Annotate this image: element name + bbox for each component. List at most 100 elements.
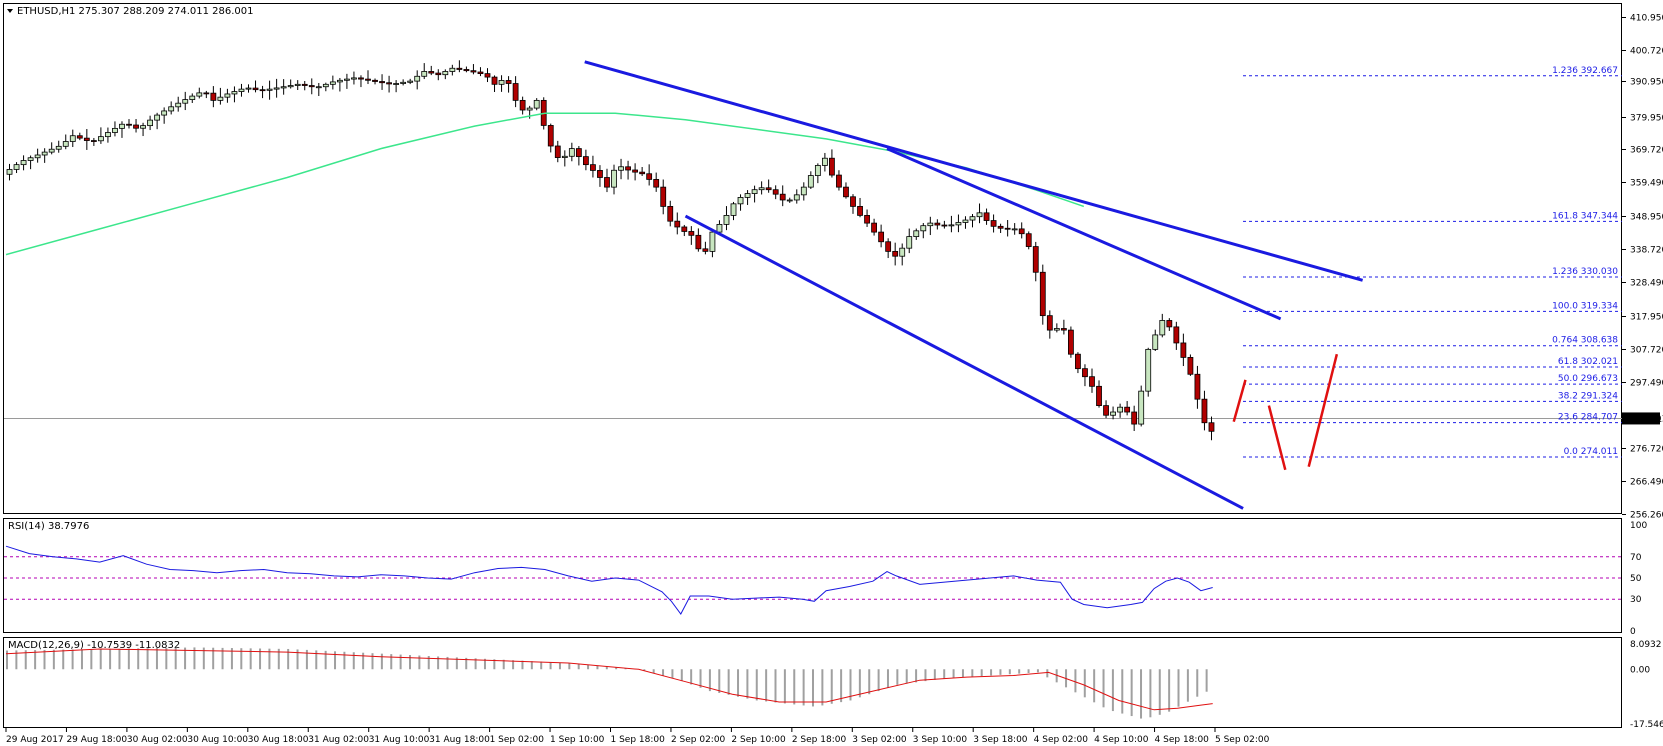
candle <box>13 162 20 174</box>
candle <box>786 197 793 203</box>
candle <box>210 86 217 108</box>
candle <box>843 182 849 199</box>
candle-body-bull <box>568 148 575 157</box>
candle-body-bull <box>913 230 920 238</box>
candle <box>259 85 266 99</box>
candle <box>674 212 681 235</box>
candle <box>934 219 941 230</box>
candle-body-bull <box>899 247 906 257</box>
price-tick-label: 410.950 <box>1630 14 1663 24</box>
candle-body-bear <box>1131 411 1138 425</box>
macd-histogram <box>6 647 1208 719</box>
candle-body-bull <box>97 136 104 142</box>
candle-body-bear <box>779 193 786 201</box>
candle <box>196 87 203 99</box>
candle <box>772 185 779 200</box>
candle <box>182 91 189 111</box>
candle <box>217 87 224 105</box>
macd-tick-label: -17.5466 <box>1630 720 1663 730</box>
candle-body-bear <box>372 79 378 82</box>
candle <box>561 150 568 167</box>
candle-body-bull <box>294 83 301 86</box>
candle-body-bear <box>470 70 477 73</box>
candle <box>1173 321 1180 350</box>
candle <box>709 228 716 258</box>
candle-body-bull <box>814 165 821 176</box>
candle-body-bear <box>428 71 435 74</box>
candle-body-bull <box>400 81 407 84</box>
candle-body-bull <box>140 125 146 129</box>
candle-body-bull <box>34 154 41 159</box>
candle <box>1152 329 1159 352</box>
fib-level: 23.6 284.707 <box>1243 413 1622 424</box>
candle <box>625 160 631 180</box>
candle-body-bull <box>421 71 428 77</box>
candle-body-bull <box>266 88 273 91</box>
candle <box>604 168 610 193</box>
candle-body-bear <box>983 212 990 221</box>
candle <box>400 79 407 86</box>
candle <box>119 121 125 138</box>
fib-level-label: 38.2 291.324 <box>1558 391 1618 401</box>
fib-level: 50.0 296.673 <box>1243 374 1622 385</box>
candle <box>1166 318 1173 331</box>
candle <box>744 190 751 205</box>
candle <box>6 163 13 181</box>
candle-body-bull <box>955 222 962 226</box>
candle-body-bull <box>611 169 617 188</box>
price-pane: 1.236 392.667 161.8 347.344 1.236 330.030 1… <box>4 60 1622 510</box>
candle-body-bear <box>660 186 667 207</box>
candle-body-bull <box>1110 411 1116 416</box>
candle-body-bull <box>154 114 161 121</box>
candle-body-bear <box>850 196 856 207</box>
candle <box>90 137 97 146</box>
candle-body-bear <box>477 71 484 75</box>
rsi-pane-frame <box>3 518 1622 633</box>
candle-body-bear <box>76 135 83 139</box>
candle <box>941 220 948 229</box>
candle-body-bear <box>491 76 498 85</box>
price-tick-label: 328.490 <box>1630 279 1663 289</box>
candle-body-bear <box>590 164 596 171</box>
candle <box>948 215 955 233</box>
price-tick-label: 348.950 <box>1630 213 1663 223</box>
candle <box>519 96 526 115</box>
candle <box>618 158 624 180</box>
candle <box>336 77 343 92</box>
candle <box>646 164 653 186</box>
price-tick-label: 307.720 <box>1630 346 1663 356</box>
candle <box>554 140 561 163</box>
candle-body-bear <box>1194 373 1201 400</box>
candle-body-bull <box>1159 320 1166 336</box>
candle-body-bear <box>646 173 653 180</box>
candle <box>920 223 927 239</box>
macd-signal-line <box>5 648 1213 711</box>
candle <box>421 63 428 80</box>
candle <box>899 243 906 266</box>
candle-body-bull <box>927 222 934 227</box>
candle-body-bear <box>252 87 259 91</box>
candle <box>203 90 210 99</box>
time-tick-label: 29 Aug 18:00 <box>66 735 127 745</box>
candle-body-bear <box>554 145 561 158</box>
candle <box>414 70 421 90</box>
candle-body-bull <box>6 169 13 175</box>
candle <box>821 152 828 172</box>
time-tick-label: 30 Aug 10:00 <box>187 735 248 745</box>
candle <box>449 64 456 76</box>
candle <box>372 78 378 85</box>
candle <box>1075 352 1081 374</box>
projection-up-1 <box>1232 379 1247 423</box>
rsi-tick-label: 30 <box>1630 595 1642 605</box>
candle-body-bull <box>217 96 224 101</box>
time-tick-label: 2 Sep 10:00 <box>731 735 786 745</box>
candle-body-bear <box>203 92 210 95</box>
rsi-tick-label: 100 <box>1630 521 1647 531</box>
candle-body-bear <box>505 80 512 84</box>
rsi-tick-label: 0 <box>1630 627 1636 637</box>
candle <box>1159 313 1166 338</box>
fib-level-label: 1.236 330.030 <box>1552 267 1618 277</box>
candle-body-bear <box>1039 271 1046 317</box>
main-pane-frame <box>3 3 1622 514</box>
